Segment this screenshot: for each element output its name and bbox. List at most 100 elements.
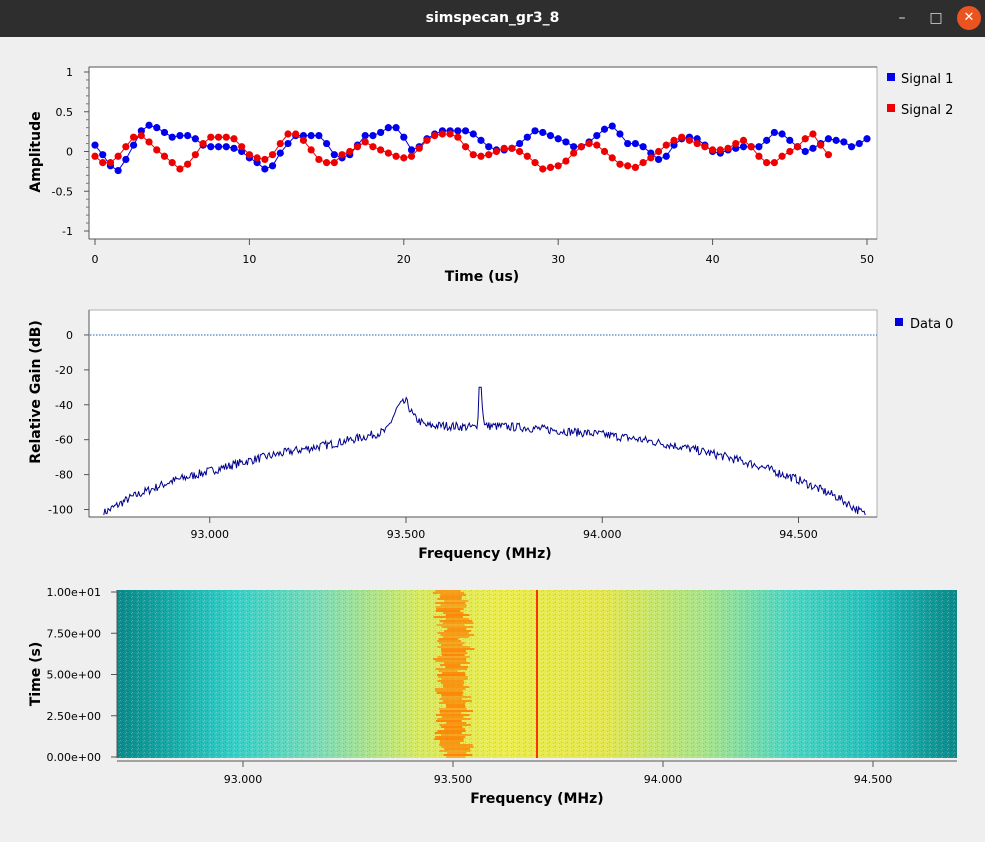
time-plot-area[interactable] <box>88 66 878 240</box>
series-2-point <box>130 133 138 141</box>
legend-signal2-label[interactable]: Signal 2 <box>901 103 953 118</box>
series-1-point <box>755 143 763 151</box>
time-series-group <box>91 121 871 175</box>
series-1-point <box>516 139 524 148</box>
waterfall-x-ticks: 93.000 93.500 94.000 94.500 <box>224 761 892 786</box>
freq-x-tick-label: 93.500 <box>387 528 426 541</box>
waterfall-hot-cell <box>440 594 467 596</box>
waterfall-hot-cell <box>445 704 465 706</box>
waterfall-hot-cell <box>433 616 463 618</box>
waterfall-hot-cell <box>442 684 464 686</box>
series-2-point <box>346 147 354 156</box>
waterfall-hot-cell <box>437 680 464 682</box>
waterfall-hot-cell <box>439 698 462 700</box>
minimize-button[interactable]: – <box>898 10 906 26</box>
series-2-point <box>577 143 585 151</box>
series-2-point <box>431 132 439 140</box>
series-1-point <box>739 143 748 151</box>
series-2-point <box>361 138 369 146</box>
series-1-point <box>361 132 369 140</box>
waterfall-hot-cell <box>439 596 462 598</box>
series-1-point <box>461 127 470 135</box>
series-2-point <box>809 130 817 138</box>
waterfall-hot-cell <box>443 612 464 614</box>
waterfall-hot-cell <box>434 732 462 734</box>
series-2-point <box>770 159 778 167</box>
time-x-tick-label: 30 <box>551 253 565 266</box>
close-button[interactable]: ✕ <box>957 6 981 30</box>
series-2-point <box>353 143 362 151</box>
series-1-point <box>531 127 539 135</box>
series-2-point <box>454 133 462 141</box>
series-2-point <box>508 144 516 152</box>
series-2-point <box>624 162 632 170</box>
series-1-point <box>176 132 184 140</box>
series-1-point <box>562 138 570 146</box>
waterfall-plot[interactable]: 1.00e+01 7.50e+00 5.00e+00 2.50e+00 0.00e+00… <box>28 586 957 807</box>
series-2-point <box>307 146 315 154</box>
series-2-point <box>647 154 655 162</box>
waterfall-y-tick-label: 1.00e+01 <box>47 586 101 599</box>
waterfall-hot-cell <box>447 752 467 754</box>
series-2-point <box>377 146 385 154</box>
waterfall-hot-cell <box>434 738 464 740</box>
legend-signal1-label[interactable]: Signal 1 <box>901 72 953 87</box>
series-1-point <box>855 139 863 148</box>
waterfall-hot-cell <box>443 686 470 688</box>
maximize-button[interactable]: □ <box>929 10 943 26</box>
series-1-point <box>469 130 477 138</box>
series-1-point <box>377 128 385 137</box>
main-content: 1 0.5 0 -0.5 -1 0 10 20 30 40 50 Time (us) Amplit… <box>0 37 985 838</box>
series-2-point <box>824 151 833 159</box>
series-2-point <box>253 154 261 162</box>
series-2-point <box>446 130 454 138</box>
series-2-point <box>670 136 678 144</box>
waterfall-hot-cell <box>435 688 466 690</box>
series-2-point <box>299 136 308 144</box>
series-1-point <box>153 124 161 132</box>
series-2-point <box>546 163 555 171</box>
series-2-point <box>160 152 169 160</box>
waterfall-hot-cell <box>435 606 467 608</box>
freq-y-tick-label: -40 <box>55 399 73 412</box>
freq-y-label: Relative Gain (dB) <box>28 320 44 464</box>
series-2-point <box>500 144 508 152</box>
series-1-point <box>261 165 269 173</box>
series-1-point <box>160 128 169 137</box>
series-2-point <box>531 159 539 167</box>
series-2-point <box>168 159 176 167</box>
legend-data0-swatch <box>895 318 903 326</box>
series-1-point <box>284 139 292 148</box>
series-1-point <box>369 132 377 140</box>
waterfall-hot-cell <box>445 666 469 668</box>
series-2-point <box>685 136 694 144</box>
series-1-point <box>407 146 416 154</box>
waterfall-hot-cell <box>441 734 472 736</box>
freq-x-label: Frequency (MHz) <box>418 546 551 562</box>
plots-canvas: 1 0.5 0 -0.5 -1 0 10 20 30 40 50 Time (us) Amplit… <box>28 66 957 807</box>
series-2-point <box>330 159 338 167</box>
series-1-point <box>207 143 215 151</box>
waterfall-hot-cell <box>440 664 461 666</box>
legend-data0-label[interactable]: Data 0 <box>910 317 953 332</box>
waterfall-hot-cell <box>442 654 465 656</box>
waterfall-hot-cell <box>439 744 473 746</box>
waterfall-hot-cell <box>441 746 474 748</box>
freq-x-tick-label: 94.500 <box>779 528 818 541</box>
series-2-point <box>230 135 238 143</box>
freq-y-tick-label: 0 <box>66 329 73 342</box>
series-2-point <box>631 163 640 171</box>
series-2-point <box>153 146 161 154</box>
waterfall-hot-cell <box>433 658 467 660</box>
series-2-point <box>747 143 755 151</box>
series-2-point <box>593 141 601 149</box>
waterfall-hot-cell <box>437 730 466 732</box>
series-2-point <box>245 151 253 159</box>
freq-x-tick-label: 94.000 <box>583 528 622 541</box>
freq-plot[interactable]: 0 -20 -40 -60 -80 -100 93.000 93.500 94.000 94.5… <box>28 309 953 562</box>
waterfall-hot-cell <box>439 710 473 712</box>
series-1-point <box>307 132 315 140</box>
series-2-point <box>400 154 408 162</box>
series-2-point <box>585 139 593 148</box>
time-plot[interactable]: 1 0.5 0 -0.5 -1 0 10 20 30 40 50 Time (us) Amplit… <box>28 66 953 285</box>
